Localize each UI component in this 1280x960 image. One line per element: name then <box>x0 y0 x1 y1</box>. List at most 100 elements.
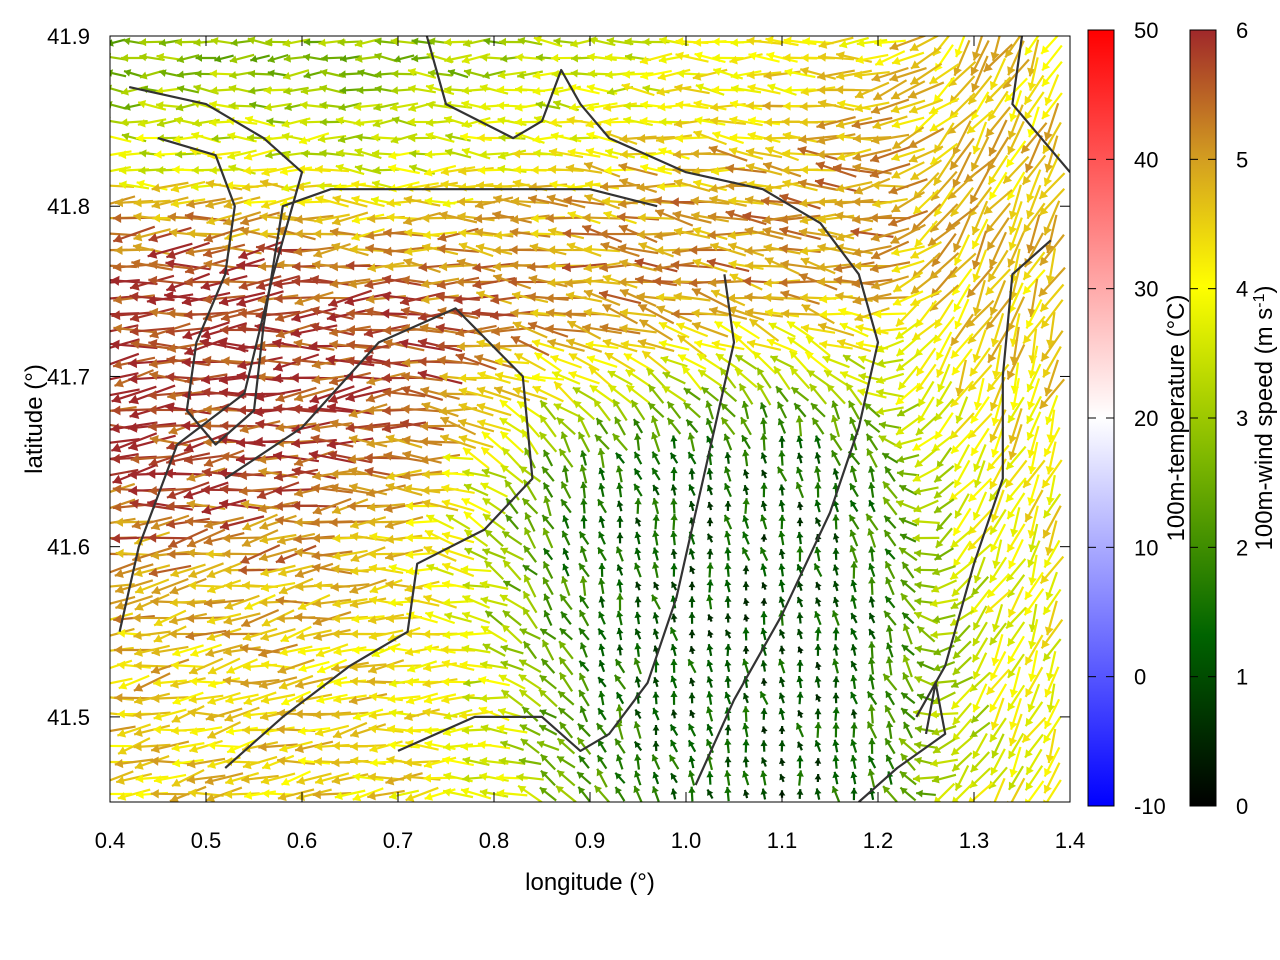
colorbar-tick-label: 1 <box>1236 665 1248 690</box>
wind-vector <box>746 36 782 46</box>
wind-vector <box>110 100 128 110</box>
wind-vector <box>335 163 365 176</box>
wind-vector <box>835 180 873 193</box>
wind-vector <box>605 70 635 80</box>
wind-vector <box>728 196 764 206</box>
wind-vector <box>548 164 584 175</box>
wind-vector <box>321 54 343 63</box>
wind-vector <box>912 189 940 215</box>
wind-vector <box>836 148 872 162</box>
wind-vector <box>966 109 994 135</box>
wind-vector <box>783 36 817 46</box>
wind-vector <box>586 102 618 112</box>
wind-vector <box>797 178 839 192</box>
wind-vector <box>835 51 873 64</box>
wind-vector <box>282 38 310 48</box>
wind-vector <box>279 166 313 176</box>
wind-vector <box>693 130 727 146</box>
wind-vector <box>890 99 926 114</box>
wind-vector <box>170 180 206 193</box>
wind-vector <box>852 133 892 144</box>
wind-vector <box>444 148 472 159</box>
wind-vector <box>1043 102 1060 142</box>
wind-vector <box>123 69 145 78</box>
wind-vector <box>891 161 925 179</box>
wind-vector <box>953 39 971 77</box>
wind-vector <box>139 38 165 47</box>
wind-vector <box>133 212 171 222</box>
x-tick-label: 0.4 <box>95 828 126 853</box>
wind-vector <box>889 67 927 82</box>
wind-vector <box>987 154 1009 186</box>
colorbar-tick-label: 30 <box>1134 277 1158 302</box>
wind-vector <box>760 196 804 206</box>
wind-vector <box>1024 135 1043 173</box>
colorbar-tick-label: 40 <box>1134 147 1158 172</box>
wind-vector <box>167 212 209 222</box>
wind-speed-colorbar-label: 100m-wind speed (m s-1) <box>1251 286 1279 551</box>
wind-vector <box>766 51 798 63</box>
colorbar-tick-label: 10 <box>1134 535 1158 560</box>
wind-vector <box>338 70 362 79</box>
wind-vector <box>461 117 491 129</box>
wind-vector <box>988 119 1008 157</box>
wind-vector <box>339 54 361 63</box>
wind-vector <box>261 165 295 177</box>
wind-vector <box>331 211 369 226</box>
wind-vector <box>407 67 437 79</box>
wind-vector <box>891 126 925 150</box>
wind-vector <box>248 69 272 78</box>
wind-vector <box>946 109 978 135</box>
wind-vector <box>351 180 385 190</box>
wind-vector <box>1007 120 1025 156</box>
colorbar-tick-label: 5 <box>1236 147 1248 172</box>
temperature-colorbar: -10 0 10 20 30 40 50 100m-temperature (°C) <box>1087 18 1190 819</box>
wind-vector <box>1020 122 1048 154</box>
x-tick-label: 0.9 <box>575 828 606 853</box>
wind-vector <box>533 149 563 158</box>
y-tick-label: 41.6 <box>47 535 90 560</box>
wind-vector <box>891 51 925 66</box>
wind-vector <box>729 99 763 111</box>
wind-vector <box>690 196 730 206</box>
wind-vector <box>933 154 955 186</box>
wind-vector <box>675 133 709 143</box>
wind-vector <box>729 115 763 127</box>
wind-vector <box>869 146 911 163</box>
wind-vector <box>267 69 289 78</box>
wind-vector <box>205 196 243 210</box>
wind-vector <box>711 85 745 95</box>
wind-vector <box>586 131 618 144</box>
wind-vector <box>244 115 276 128</box>
wind-vector <box>1023 91 1045 121</box>
wind-vector <box>355 54 381 63</box>
wind-vector <box>338 102 362 112</box>
wind-vector <box>492 210 532 224</box>
wind-vector <box>747 83 781 95</box>
wind-vector <box>228 101 256 110</box>
wind-label-main: 100m-wind speed (m s <box>1251 308 1278 551</box>
wind-vector <box>851 116 893 130</box>
colorbar-tick-label: 3 <box>1236 406 1248 431</box>
wind-vector <box>206 211 242 226</box>
wind-vector <box>817 52 855 62</box>
wind-vector <box>988 171 1008 201</box>
x-tick-label: 0.6 <box>287 828 318 853</box>
wind-vector <box>618 177 658 194</box>
y-tick-label: 41.7 <box>47 364 90 389</box>
wind-vector <box>816 115 856 130</box>
wind-vector <box>949 137 975 171</box>
wind-vector <box>139 53 165 62</box>
colorbar-tick-label: 0 <box>1134 665 1146 690</box>
wind-vector <box>497 164 527 174</box>
wind-vector <box>972 36 984 61</box>
wind-vector <box>388 164 420 175</box>
wind-vector <box>425 131 455 143</box>
wind-vector <box>527 194 569 208</box>
wind-vector <box>568 102 600 112</box>
wind-vector <box>315 195 349 208</box>
wind-label-sup: -1 <box>1251 293 1268 307</box>
wind-vector <box>970 40 990 76</box>
wind-vector <box>1041 61 1063 87</box>
wind-vector <box>1026 169 1042 203</box>
